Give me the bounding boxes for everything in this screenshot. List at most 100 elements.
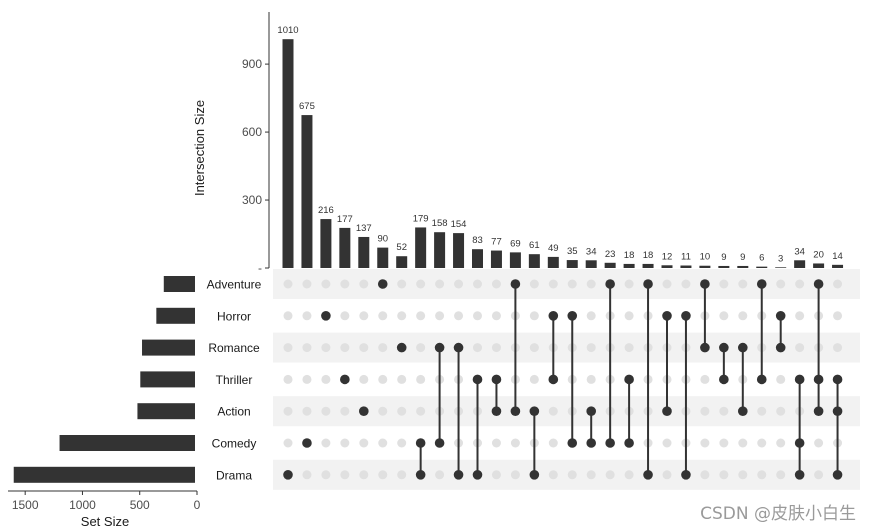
intersection-value-label: 10 [700, 252, 711, 263]
matrix-dot-inactive [378, 311, 388, 321]
matrix-dot-active [813, 279, 824, 289]
intersection-value-label: 177 [337, 214, 353, 225]
intersection-value-label: 61 [529, 240, 540, 251]
set-size-bar [142, 339, 195, 356]
matrix-dot-active [832, 374, 843, 385]
matrix-dot-inactive [776, 279, 786, 289]
matrix-dot-inactive [283, 406, 293, 416]
matrix-dot-active [738, 406, 748, 417]
matrix-dot-active [567, 438, 578, 448]
matrix-dot-inactive [776, 438, 786, 448]
matrix-dot-inactive [833, 311, 843, 321]
matrix-dot-inactive [757, 438, 767, 448]
matrix-dot-inactive [719, 279, 729, 289]
matrix-dot-inactive [795, 311, 805, 321]
matrix-dot-inactive [624, 279, 634, 289]
matrix-dot-inactive [662, 438, 672, 448]
matrix-dot-inactive [624, 311, 634, 321]
intersection-bar [320, 219, 332, 268]
intersection-value-label: 137 [356, 223, 372, 234]
intersection-bar [396, 256, 408, 268]
x-axis-title: Set Size [81, 514, 129, 529]
matrix-dot-inactive [738, 311, 748, 321]
matrix-dot-active [415, 470, 426, 480]
intersection-bar [453, 233, 465, 268]
matrix-dot-active [415, 438, 426, 448]
intersection-value-label: 675 [299, 101, 315, 112]
matrix-dot-inactive [321, 438, 331, 448]
matrix-dot-inactive [586, 311, 596, 321]
matrix-dot-inactive [624, 470, 634, 480]
matrix-dot-inactive [814, 470, 824, 480]
matrix-dot-inactive [529, 374, 539, 384]
intersection-bar [339, 227, 351, 268]
matrix-dot-inactive [548, 438, 558, 448]
intersection-bar [509, 252, 521, 268]
matrix-dot-inactive [302, 343, 312, 353]
matrix-dot-active [719, 342, 729, 353]
matrix-dot-inactive [814, 438, 824, 448]
matrix-dot-active [775, 311, 786, 321]
intersection-value-label: 69 [510, 238, 521, 249]
intersection-bar [528, 254, 540, 268]
membership-matrix [273, 269, 860, 490]
set-label: Horror [217, 309, 251, 323]
matrix-dot-active [491, 406, 502, 417]
matrix-dot-active [472, 470, 483, 480]
matrix-dot-active [832, 470, 843, 480]
matrix-dot-inactive [359, 279, 369, 289]
matrix-dot-inactive [548, 279, 558, 289]
matrix-dot-active [396, 342, 407, 353]
matrix-dot-inactive [302, 279, 312, 289]
intersection-value-label: 3 [778, 253, 783, 264]
matrix-dot-inactive [719, 406, 729, 416]
matrix-dot-active [529, 406, 540, 417]
intersection-bar [547, 256, 559, 268]
matrix-dot-inactive [359, 343, 369, 353]
intersection-bar [642, 263, 654, 268]
matrix-dot-inactive [435, 311, 445, 321]
matrix-dot-inactive [397, 374, 407, 384]
matrix-dot-active [548, 374, 559, 385]
matrix-dot-active [340, 374, 350, 385]
matrix-dot-inactive [738, 279, 748, 289]
matrix-dot-inactive [378, 343, 388, 353]
intersection-value-label: 154 [451, 219, 467, 230]
matrix-dot-inactive [416, 311, 426, 321]
intersection-value-label: 158 [432, 218, 448, 229]
matrix-dot-active [586, 406, 596, 417]
matrix-dot-inactive [776, 406, 786, 416]
matrix-dot-active [756, 374, 767, 385]
matrix-dot-inactive [567, 279, 577, 289]
set-label: Comedy [212, 437, 257, 451]
set-size-bar [59, 435, 195, 451]
matrix-dot-inactive [662, 470, 672, 480]
matrix-dot-inactive [510, 470, 520, 480]
intersection-value-label: 34 [794, 246, 805, 257]
matrix-dot-inactive [397, 470, 407, 480]
intersection-bar [604, 262, 616, 268]
intersection-value-label: 12 [662, 251, 673, 262]
matrix-dot-inactive [776, 470, 786, 480]
matrix-dot-inactive [548, 406, 558, 416]
x-tick-label: 1500 [12, 498, 39, 512]
matrix-dot-inactive [283, 374, 293, 384]
matrix-dot-inactive [529, 311, 539, 321]
matrix-dot-inactive [397, 279, 407, 289]
matrix-dot-inactive [681, 279, 691, 289]
set-label: Adventure [207, 278, 262, 292]
matrix-dot-inactive [435, 470, 445, 480]
intersection-bar [472, 249, 483, 268]
matrix-dot-inactive [416, 343, 426, 353]
matrix-dot-inactive [340, 343, 350, 353]
matrix-dot-active [643, 279, 653, 289]
set-label: Thriller [216, 373, 253, 387]
intersection-bar [490, 250, 502, 268]
matrix-dot-active [321, 311, 331, 321]
matrix-dot-active [643, 470, 653, 480]
matrix-dot-inactive [700, 374, 710, 384]
matrix-dot-inactive [833, 343, 843, 353]
intersection-bar [699, 265, 711, 268]
intersection-bar [813, 263, 825, 268]
matrix-dot-inactive [283, 311, 293, 321]
